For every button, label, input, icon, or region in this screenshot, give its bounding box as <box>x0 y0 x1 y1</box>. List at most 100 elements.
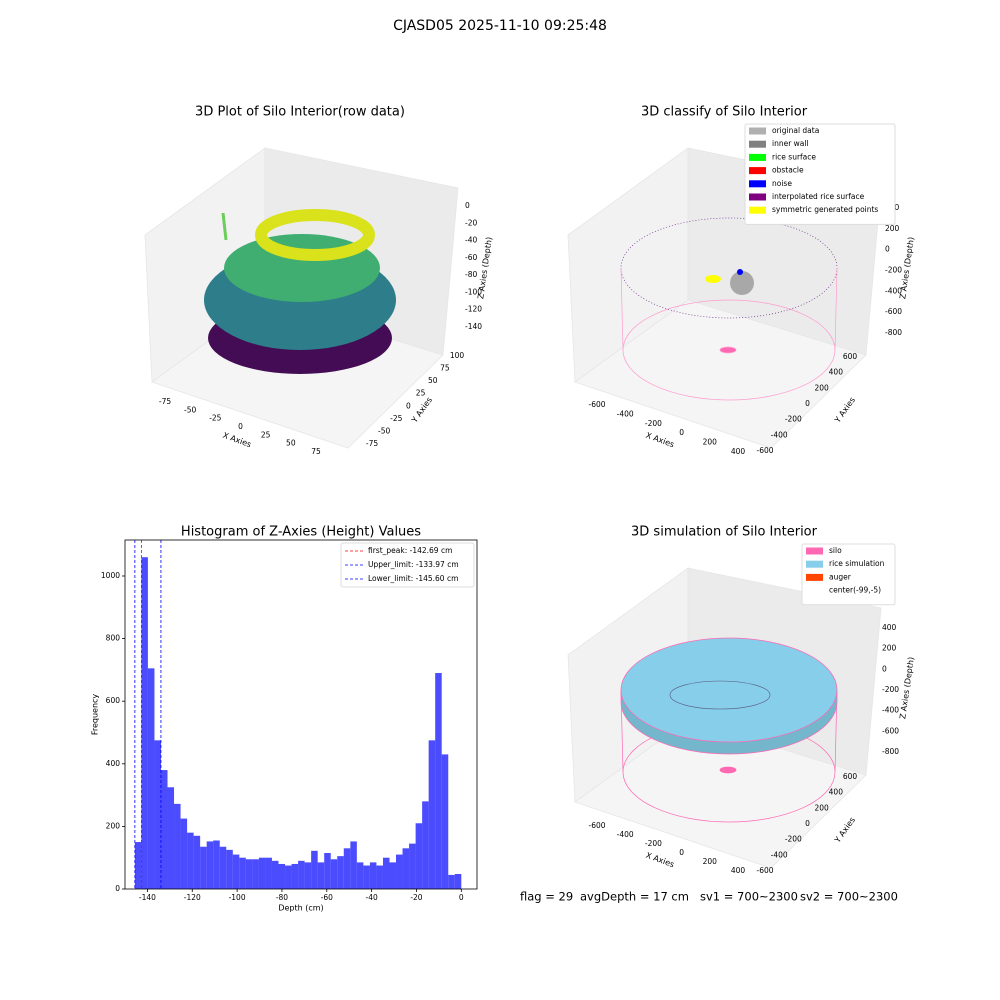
z-tick-label: -200 <box>882 685 899 694</box>
footer-sv2: sv2 = 700~2300 <box>800 890 898 904</box>
panel4-points <box>620 637 838 823</box>
y-tick-label: 25 <box>416 389 426 398</box>
z-tick-label: -600 <box>885 307 902 316</box>
z-tick-label: -800 <box>885 328 902 337</box>
y-tick-label: 0 <box>406 401 411 410</box>
y-axis-label: Y Axies <box>409 396 434 426</box>
axis-pane <box>574 299 867 449</box>
legend-label: interpolated rice surface <box>772 192 865 201</box>
legend-label: center(-99,-5) <box>829 586 881 595</box>
bar <box>213 840 220 889</box>
x-tick-label: -40 <box>365 893 377 902</box>
legend-swatch <box>749 193 766 201</box>
bar <box>232 854 240 889</box>
bar <box>369 862 377 889</box>
bar <box>134 842 142 889</box>
y-tick-label: 200 <box>815 383 830 392</box>
panel2-points <box>620 217 838 401</box>
y-tick-label: 400 <box>829 788 844 797</box>
footer-depth: avgDepth = 17 cm <box>580 890 689 904</box>
bar <box>330 859 338 889</box>
x-tick-label: -400 <box>617 830 634 839</box>
bar <box>441 754 449 889</box>
z-tick-label: -400 <box>882 706 899 715</box>
legend-label: noise <box>772 179 792 188</box>
bar <box>422 801 429 889</box>
bar <box>278 863 286 889</box>
legend-label: original data <box>772 126 819 135</box>
z-tick-label: -120 <box>465 305 482 314</box>
bar <box>160 770 168 889</box>
bar <box>200 846 207 889</box>
z-tick-label: 200 <box>885 224 900 233</box>
x-tick-label: 400 <box>731 447 746 456</box>
y-tick-label: 75 <box>440 364 450 373</box>
legend-label: rice simulation <box>829 559 885 568</box>
bar <box>187 832 194 889</box>
x-tick-label: 75 <box>311 447 321 456</box>
x-tick-label: -50 <box>184 405 196 414</box>
legend-label: obstacle <box>772 166 804 175</box>
x-tick-label: -20 <box>410 893 422 902</box>
y-tick-label: -50 <box>378 426 390 435</box>
y-tick-label: 400 <box>829 368 844 377</box>
bar <box>382 857 390 889</box>
y-tick-label: -400 <box>771 430 788 439</box>
bar <box>402 848 410 889</box>
y-tick-label: 200 <box>815 803 830 812</box>
bar <box>265 857 272 889</box>
bar <box>311 850 318 889</box>
bar <box>304 862 312 889</box>
bar <box>389 862 397 889</box>
y-tick-label: 0 <box>805 819 810 828</box>
z-tick-label: 0 <box>465 201 470 210</box>
y-axis-label: Y Axies <box>832 816 857 846</box>
y-tick-label: -200 <box>785 415 802 424</box>
bar <box>350 841 357 889</box>
legend-label: first_peak: -142.69 cm <box>368 546 452 555</box>
bar <box>291 863 299 889</box>
x-tick-label: -140 <box>139 893 156 902</box>
bar <box>337 856 344 889</box>
y-tick-label: 50 <box>428 376 438 385</box>
y-tick-label: 100 <box>450 351 465 360</box>
bar <box>180 818 188 889</box>
bar <box>317 862 325 889</box>
bar <box>343 848 351 889</box>
bar <box>448 874 455 889</box>
y-tick-label: -400 <box>771 850 788 859</box>
bar <box>245 859 253 889</box>
x-tick-label: 50 <box>286 439 296 448</box>
panel-title: Histogram of Z-Axies (Height) Values <box>181 525 421 540</box>
x-axis-label: Depth (cm) <box>278 904 323 913</box>
footer-flag: flag = 29 <box>520 890 573 904</box>
bar <box>324 853 331 889</box>
panel-title: 3D simulation of Silo Interior <box>631 525 818 540</box>
x-tick-label: -200 <box>645 839 662 848</box>
bar <box>396 854 403 889</box>
legend-swatch <box>806 573 823 581</box>
legend-swatch <box>749 180 766 188</box>
y-tick-label: -25 <box>390 414 402 423</box>
bar <box>356 862 364 889</box>
bar <box>147 668 155 889</box>
z-tick-label: -140 <box>465 322 482 331</box>
legend-label: auger <box>829 572 852 581</box>
z-tick-label: -800 <box>882 747 899 756</box>
x-tick-label: 0 <box>238 422 243 431</box>
y-axis-label: Frequency <box>91 694 100 736</box>
y-tick-label: 0 <box>805 399 810 408</box>
bar <box>271 860 279 889</box>
legend-swatch <box>806 547 823 555</box>
x-tick-label: 0 <box>459 893 464 902</box>
panel-title: 3D Plot of Silo Interior(row data) <box>195 105 405 120</box>
bar <box>239 857 246 889</box>
z-tick-label: -40 <box>465 236 477 245</box>
bar <box>219 846 227 889</box>
footer-sv1: sv1 = 700~2300 <box>700 890 798 904</box>
legend-swatch <box>806 560 823 568</box>
bar <box>435 673 442 889</box>
y-tick-label: 600 <box>106 696 121 705</box>
suptitle: CJASD05 2025-11-10 09:25:48 <box>393 18 607 34</box>
